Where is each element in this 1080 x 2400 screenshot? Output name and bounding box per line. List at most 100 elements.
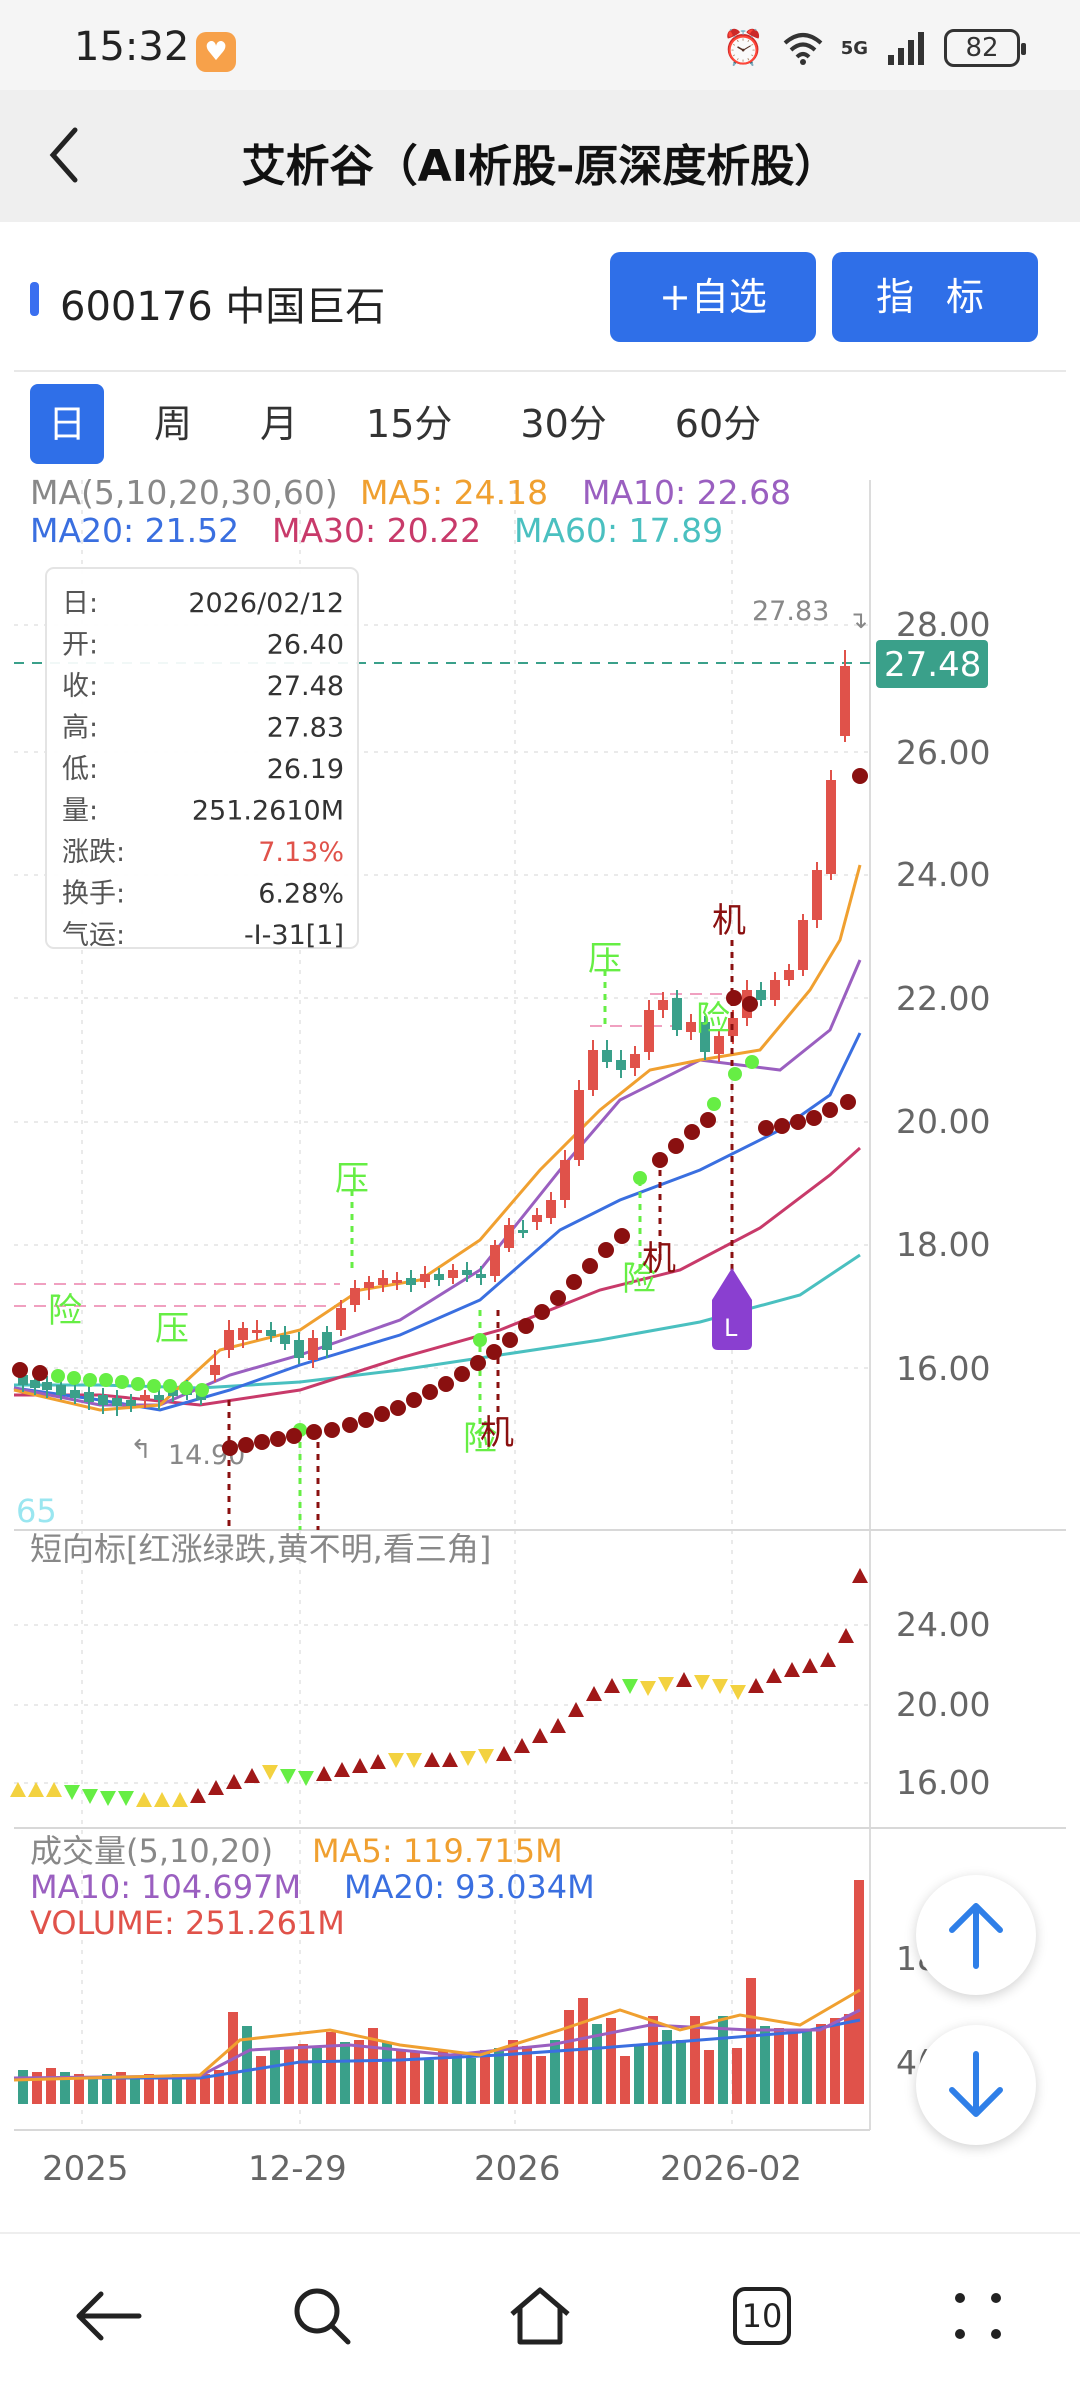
candle-body [294, 1340, 304, 1358]
signal-dot [67, 1371, 81, 1385]
signal-dot [286, 1428, 302, 1444]
volume-bar [536, 2056, 546, 2104]
tab-60min[interactable]: 60分 [674, 402, 762, 446]
high-marker: 27.83 [752, 596, 829, 627]
tab-day[interactable]: 日 [30, 384, 105, 464]
volume-bar [354, 2040, 364, 2104]
scroll-up-button[interactable] [916, 1875, 1036, 1995]
trend-triangle [388, 1753, 404, 1768]
candle-body [798, 920, 808, 970]
volume-bar [746, 1978, 756, 2104]
nav-home-button[interactable] [490, 2274, 590, 2358]
signal-dot [822, 1102, 838, 1118]
volume-ma5: MA5: 119.715M [312, 1832, 563, 1870]
low-marker-arrow: ↰ [130, 1435, 152, 1465]
signal-dot [254, 1434, 270, 1450]
trend-triangle [676, 1672, 692, 1687]
tab-15min[interactable]: 15分 [366, 402, 453, 446]
info-value: 27.83 [267, 713, 344, 744]
volume-bar [270, 2050, 280, 2104]
left-edge-value: 65 [16, 1492, 57, 1530]
nav-search-button[interactable] [272, 2274, 372, 2358]
info-value: 27.48 [267, 671, 344, 702]
volume-bar [704, 2050, 714, 2104]
candle-body [126, 1400, 136, 1406]
header-divider [14, 370, 1066, 372]
sub-grid [14, 1624, 870, 1784]
candle-body [546, 1200, 556, 1218]
add-watchlist-button[interactable]: +自选 [610, 252, 816, 342]
candle-body [700, 1022, 710, 1052]
volume-bar [634, 2046, 644, 2104]
volume-bar [760, 2026, 770, 2104]
bottom-nav: 10 [0, 2234, 1080, 2400]
volume-bar [578, 1998, 588, 2104]
indicator-button[interactable]: 指 标 [832, 252, 1038, 342]
volume-bar [550, 2040, 560, 2104]
kline-chart[interactable]: MA(5,10,20,30,60) MA5: 24.18 MA10: 22.68… [0, 470, 1080, 2180]
tab-week[interactable]: 周 [154, 402, 193, 446]
signal-dot [195, 1383, 209, 1397]
candle-body [322, 1332, 332, 1350]
tab-month[interactable]: 月 [260, 402, 299, 446]
info-value: 6.28% [258, 879, 344, 910]
arrow-up-icon [949, 1903, 1003, 1969]
signal-dot [12, 1362, 28, 1378]
candle-body [18, 1375, 28, 1385]
signal-dot [486, 1344, 502, 1360]
volume-bar [788, 2030, 798, 2104]
tab-30min[interactable]: 30分 [520, 402, 607, 446]
volume-bar [326, 2032, 336, 2104]
signal-dot [454, 1366, 470, 1382]
candle-body [686, 1022, 696, 1032]
signal-dot [179, 1381, 193, 1395]
volume-bar [592, 2024, 602, 2104]
signal-dot [700, 1112, 716, 1128]
candle-body [42, 1382, 52, 1390]
signal-dot [652, 1152, 668, 1168]
trend-triangle [280, 1769, 296, 1784]
candle-body [784, 970, 794, 980]
trend-triangle [852, 1568, 868, 1583]
candle-body [308, 1338, 318, 1360]
volume-bar [802, 2030, 812, 2104]
price-axis-label: 26.00 [896, 733, 990, 772]
volume-bar [508, 2040, 518, 2104]
candle-body [560, 1160, 570, 1200]
trend-triangle [208, 1780, 224, 1795]
trend-triangle [532, 1728, 548, 1743]
signal-dot [342, 1417, 358, 1433]
volume-label: 成交量(5,10,20) [30, 1832, 273, 1870]
nav-menu-button[interactable] [928, 2274, 1028, 2358]
candle-body [840, 666, 850, 736]
signal-label: 压 [155, 1309, 189, 1349]
trend-triangle [136, 1792, 152, 1807]
info-label: 低: [62, 754, 98, 785]
candle-body [30, 1380, 40, 1388]
trend-triangle [694, 1675, 710, 1690]
ma10-legend: MA10: 22.68 [582, 473, 791, 512]
trend-triangle [10, 1782, 26, 1797]
volume-bar [676, 2040, 686, 2104]
nav-tabs-button[interactable]: 10 [712, 2274, 812, 2358]
candle-body [420, 1274, 430, 1282]
scroll-down-button[interactable] [916, 2025, 1036, 2145]
trend-triangle [424, 1752, 440, 1767]
info-label: 收: [62, 671, 98, 702]
signal-dot [633, 1171, 647, 1185]
price-axis-label: 22.00 [896, 979, 990, 1018]
signal-label: 险 [622, 1259, 656, 1299]
volume-ma20: MA20: 93.034M [344, 1868, 595, 1906]
volume-bar [424, 2060, 434, 2104]
signal-dot [806, 1110, 822, 1126]
candle-body [826, 780, 836, 874]
info-value: 251.2610M [192, 796, 344, 827]
nav-back-button[interactable] [58, 2274, 158, 2358]
candle-body [98, 1395, 108, 1405]
price-axis-label: 20.00 [896, 1102, 990, 1141]
candle-body [280, 1335, 290, 1344]
candle-body [224, 1330, 234, 1350]
back-button[interactable] [30, 120, 100, 190]
trend-triangle [550, 1718, 566, 1733]
signal-dot [742, 996, 758, 1012]
